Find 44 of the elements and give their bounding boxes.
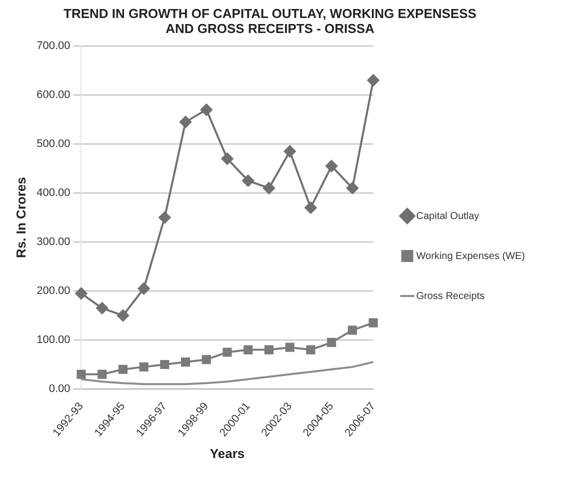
point bbox=[367, 74, 380, 86]
point bbox=[138, 282, 150, 295]
legend-label: Capital Outlay bbox=[416, 210, 480, 222]
y-tick-label: 300.00 bbox=[36, 236, 70, 248]
point bbox=[200, 104, 212, 116]
point bbox=[96, 302, 108, 314]
point bbox=[242, 174, 254, 187]
point bbox=[75, 287, 88, 300]
y-tick-label: 700.00 bbox=[36, 40, 70, 52]
point bbox=[181, 358, 190, 367]
point bbox=[244, 345, 253, 354]
point bbox=[346, 182, 358, 194]
x-axis-title: Years bbox=[210, 446, 245, 461]
y-tick-label: 100.00 bbox=[36, 334, 70, 346]
point bbox=[262, 182, 275, 194]
y-tick-label: 400.00 bbox=[36, 187, 70, 200]
point bbox=[368, 318, 378, 328]
point bbox=[327, 338, 336, 347]
point bbox=[118, 364, 128, 374]
legend-label: Gross Receipts bbox=[416, 290, 485, 302]
point bbox=[284, 145, 296, 158]
y-tick-label: 500.00 bbox=[36, 138, 70, 150]
point bbox=[304, 202, 317, 214]
point bbox=[139, 362, 148, 372]
legend-label: Working Expenses (WE) bbox=[416, 250, 526, 262]
y-tick-label: 600.00 bbox=[36, 89, 70, 102]
point bbox=[180, 116, 192, 128]
y-axis-title: Rs. In Crores bbox=[13, 177, 28, 258]
point bbox=[116, 309, 129, 322]
point bbox=[326, 160, 338, 172]
point bbox=[158, 211, 171, 224]
point bbox=[76, 370, 86, 379]
point bbox=[285, 342, 294, 352]
chart-title: TREND IN GROWTH OF CAPITAL OUTLAY, WORKING EXPENSESS AND GROSS RECEIPTS - ORISSA bbox=[62, 6, 478, 36]
point bbox=[306, 345, 316, 354]
point bbox=[348, 326, 357, 335]
y-tick-label: 0.00 bbox=[48, 383, 70, 396]
point bbox=[221, 152, 234, 165]
point bbox=[160, 360, 170, 370]
point bbox=[98, 370, 107, 379]
point bbox=[222, 348, 232, 357]
point bbox=[264, 345, 274, 354]
y-tick-label: 200.00 bbox=[36, 285, 70, 298]
point bbox=[202, 355, 211, 364]
